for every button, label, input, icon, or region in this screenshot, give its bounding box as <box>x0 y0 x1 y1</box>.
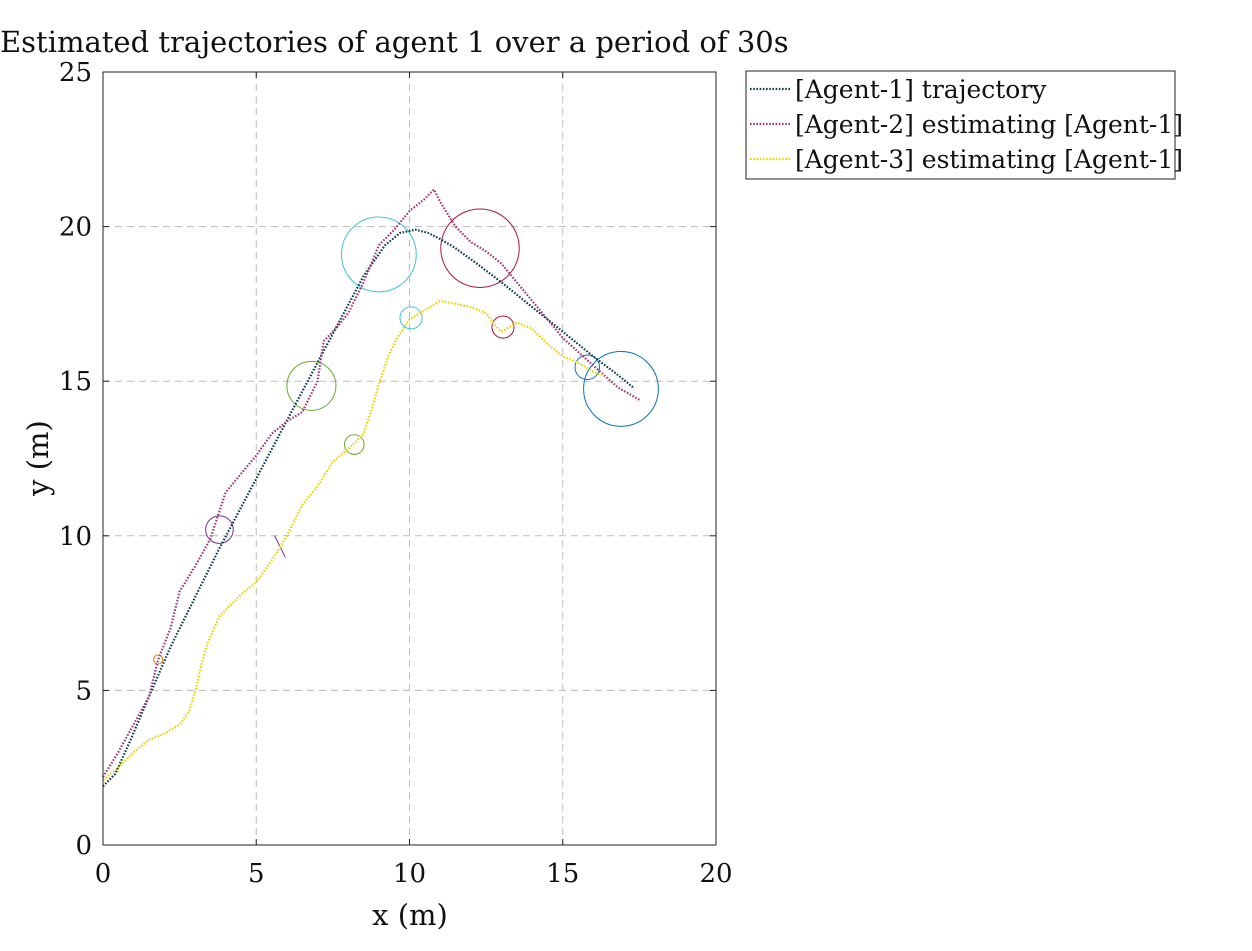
axis-ticks: 0 5 10 15 20 0 5 10 15 20 25 <box>59 58 733 889</box>
series-lines <box>102 188 640 788</box>
series-line-2 <box>102 188 640 778</box>
uncertainty-circle <box>574 354 601 381</box>
chart-title: Estimated trajectories of agent 1 over a… <box>0 25 789 59</box>
y-tick-label: 20 <box>59 213 92 243</box>
uncertainty-circle <box>286 360 337 411</box>
x-tick-label: 20 <box>699 859 732 889</box>
grid-lines <box>103 72 716 845</box>
uncertainty-circle <box>205 515 234 544</box>
x-tick-label: 15 <box>546 859 579 889</box>
y-axis-label: y (m) <box>21 420 55 497</box>
uncertainty-circle <box>344 434 365 455</box>
x-tick-label: 10 <box>393 859 426 889</box>
uncertainty-circle <box>491 315 515 339</box>
legend: [Agent-1] trajectory [Agent-2] estimating… <box>745 70 1183 180</box>
uncertainty-circle <box>583 351 659 427</box>
y-tick-label: 15 <box>59 367 92 397</box>
uncertainty-circle <box>399 306 423 330</box>
x-axis-label: x (m) <box>372 898 448 932</box>
series-line-1 <box>102 228 634 788</box>
y-tick-label: 25 <box>59 58 92 88</box>
y-tick-label: 5 <box>75 676 92 706</box>
plot-area: 0 5 10 15 20 0 5 10 15 20 25 <box>59 58 733 889</box>
y-tick-label: 10 <box>59 522 92 552</box>
y-tick-label: 0 <box>75 831 92 861</box>
uncertainty-circle <box>340 216 417 293</box>
uncertainty-circle <box>153 654 164 665</box>
x-tick-label: 5 <box>248 859 265 889</box>
legend-label-1: [Agent-1] trajectory <box>795 75 1047 104</box>
x-tick-label: 0 <box>95 859 112 889</box>
uncertainty-circle <box>440 208 520 288</box>
legend-box <box>745 70 1176 180</box>
legend-label-2: [Agent-2] estimating [Agent-1] <box>795 110 1183 139</box>
legend-label-3: [Agent-3] estimating [Agent-1] <box>795 145 1183 174</box>
